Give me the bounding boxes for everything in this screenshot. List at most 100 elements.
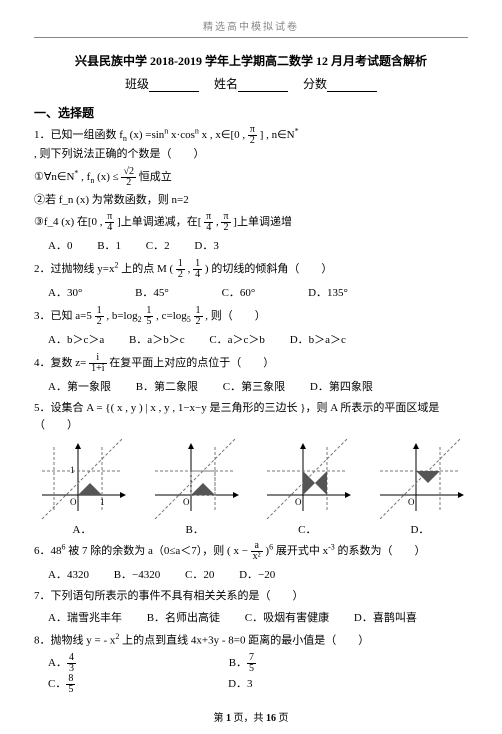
- q4-text: 4．复数 z=: [34, 357, 86, 369]
- q1-text: ①∀n∈N: [34, 171, 74, 183]
- opt-c[interactable]: C．85: [48, 674, 175, 695]
- fig-d[interactable]: O D．: [372, 439, 468, 537]
- q6-options: A．4320 B．−4320 C．20 D．−20: [48, 566, 468, 582]
- score-blank[interactable]: [327, 79, 377, 92]
- opt-a[interactable]: A．0: [48, 237, 72, 253]
- page-total: 16: [266, 713, 276, 724]
- question-3: 3．已知 a=5 12 , b=log2 15 , c=log5 12 , 则（…: [34, 306, 468, 327]
- frac-d: 5: [66, 685, 75, 695]
- q8-text: = - x: [95, 634, 116, 646]
- opt-c[interactable]: C．2: [146, 237, 170, 253]
- opt-d[interactable]: D．喜鹊叫喜: [354, 609, 417, 625]
- fig-label-a: A．: [34, 521, 130, 537]
- q3-text: , b=log: [106, 310, 137, 322]
- q1-sub2: ②若 f_n (x) 为常数函数，则 n=2: [34, 192, 468, 209]
- opt-b[interactable]: B．第二象限: [136, 378, 198, 394]
- frac-d: 5: [144, 317, 153, 327]
- q5-figures: O 1 1 A． O B．: [34, 439, 468, 537]
- question-6: 6．486 被 7 除的余数为 a（0≤a＜7），则 ( x − ax² )6 …: [34, 541, 468, 562]
- opt-b[interactable]: B．45°: [135, 284, 169, 300]
- opt-c[interactable]: C．a＞c＞b: [209, 331, 265, 347]
- opt-c[interactable]: C．第三象限: [223, 378, 285, 394]
- frac-d: 4: [193, 270, 202, 280]
- frac-d: 1+i: [89, 364, 106, 374]
- opt-b[interactable]: B．75: [229, 653, 356, 674]
- frac-n: 8: [66, 674, 75, 685]
- opt-b[interactable]: B．名师出高徒: [147, 609, 220, 625]
- fig-b[interactable]: O B．: [147, 439, 243, 537]
- score-label: 分数: [303, 77, 327, 91]
- opt-a[interactable]: A．43: [48, 653, 176, 674]
- opt-c[interactable]: C．20: [185, 566, 214, 582]
- class-blank[interactable]: [149, 79, 199, 92]
- q1-text: x , x∈[0 ,: [202, 129, 248, 141]
- q1-text: ]上单调递增: [233, 216, 292, 228]
- opt-a[interactable]: A．b＞c＞a: [48, 331, 104, 347]
- opt-a[interactable]: A．4320: [48, 566, 89, 582]
- frac-d: 5: [247, 664, 256, 674]
- q1-text: 恒成立: [139, 171, 172, 183]
- q1-text: ③f_4 (x) 在[0 ,: [34, 216, 105, 228]
- frac-d: x²: [251, 552, 263, 562]
- opt-d[interactable]: D．3: [194, 237, 218, 253]
- fig-label-d: D．: [372, 521, 468, 537]
- opt-d[interactable]: D．−20: [239, 566, 275, 582]
- opt-c[interactable]: C．吸烟有害健康: [245, 609, 329, 625]
- svg-text:1: 1: [100, 497, 105, 507]
- q6-text: 6．48: [34, 545, 62, 557]
- q8-text: 上的点到直线 4x+3y - 8=0 距离的最小值是（ ）: [122, 634, 369, 646]
- q8-text: 8．抛物线 y: [34, 634, 92, 646]
- frac-d: 2: [221, 223, 230, 233]
- opt-b[interactable]: B．−4320: [114, 566, 161, 582]
- opt-a[interactable]: A．瑞雪兆丰年: [48, 609, 122, 625]
- svg-text:O: O: [408, 497, 415, 507]
- header-rule: [34, 37, 468, 38]
- page: 精选高中模拟试卷 兴县民族中学 2018-2019 学年上学期高二数学 12 月…: [0, 0, 502, 734]
- q4-text: 在复平面上对应的点位于（ ）: [109, 357, 274, 369]
- frac-d: 2: [248, 136, 257, 146]
- q1-options: A．0 B．1 C．2 D．3: [48, 237, 468, 253]
- frac-d: 4: [204, 223, 213, 233]
- running-header: 精选高中模拟试卷: [34, 18, 468, 33]
- svg-text:O: O: [70, 497, 77, 507]
- q3-options: A．b＞c＞a B．a＞b＞c C．a＞c＞b D．b＞a＞c: [48, 331, 468, 347]
- svg-text:O: O: [183, 497, 190, 507]
- diagram-b: O: [147, 439, 243, 519]
- opt-c[interactable]: C．60°: [222, 284, 256, 300]
- frac-n: √2: [121, 167, 136, 178]
- q3-text: , 则（ ）: [205, 310, 266, 322]
- q2-text: ) 的切线的倾斜角（ ）: [205, 263, 332, 275]
- opt-a[interactable]: A．第一象限: [48, 378, 111, 394]
- svg-text:1: 1: [70, 465, 75, 475]
- frac-d: 2: [121, 178, 136, 188]
- diagram-c: O: [259, 439, 355, 519]
- name-blank[interactable]: [238, 79, 288, 92]
- q1-text: , f: [81, 171, 90, 183]
- frac-n: 4: [67, 653, 76, 664]
- opt-d[interactable]: D．b＞a＞c: [290, 331, 346, 347]
- q2-text: 2．过抛物线 y=x: [34, 263, 114, 275]
- q6-text: 被 7 除的余数为 a（0≤a＜7），则 ( x −: [68, 545, 250, 557]
- opt-d[interactable]: D．3: [228, 675, 252, 691]
- q1-text: ] , n∈N: [260, 129, 295, 141]
- q8-options: A．43 B．75 C．85 D．3: [48, 653, 468, 695]
- q2-text: 上的点 M (: [121, 263, 176, 275]
- opt-b[interactable]: B．a＞b＞c: [129, 331, 185, 347]
- opt-a[interactable]: A．30°: [48, 284, 82, 300]
- opt-d[interactable]: D．第四象限: [310, 378, 373, 394]
- question-1: 1．已知一组函数 fn (x) =sinn x·cosn x , x∈[0 , …: [34, 125, 468, 163]
- q1-text: (x) =sin: [130, 129, 165, 141]
- q1-text: 1．已知一组函数 f: [34, 129, 123, 141]
- q1-sub1: ①∀n∈N* , fn (x) ≤ √22 恒成立: [34, 167, 468, 188]
- fig-a[interactable]: O 1 1 A．: [34, 439, 130, 537]
- name-label: 姓名: [214, 77, 238, 91]
- q6-text: 的系数为（ ）: [338, 545, 426, 557]
- fig-c[interactable]: O C．: [259, 439, 355, 537]
- question-8: 8．抛物线 y = - x2 上的点到直线 4x+3y - 8=0 距离的最小值…: [34, 631, 468, 649]
- footer-text: 页，共: [231, 713, 266, 724]
- opt-b[interactable]: B．1: [97, 237, 121, 253]
- frac-n: 7: [247, 653, 256, 664]
- opt-d[interactable]: D．135°: [308, 284, 348, 300]
- frac-d: 2: [176, 270, 185, 280]
- q1-text: x·cos: [171, 129, 195, 141]
